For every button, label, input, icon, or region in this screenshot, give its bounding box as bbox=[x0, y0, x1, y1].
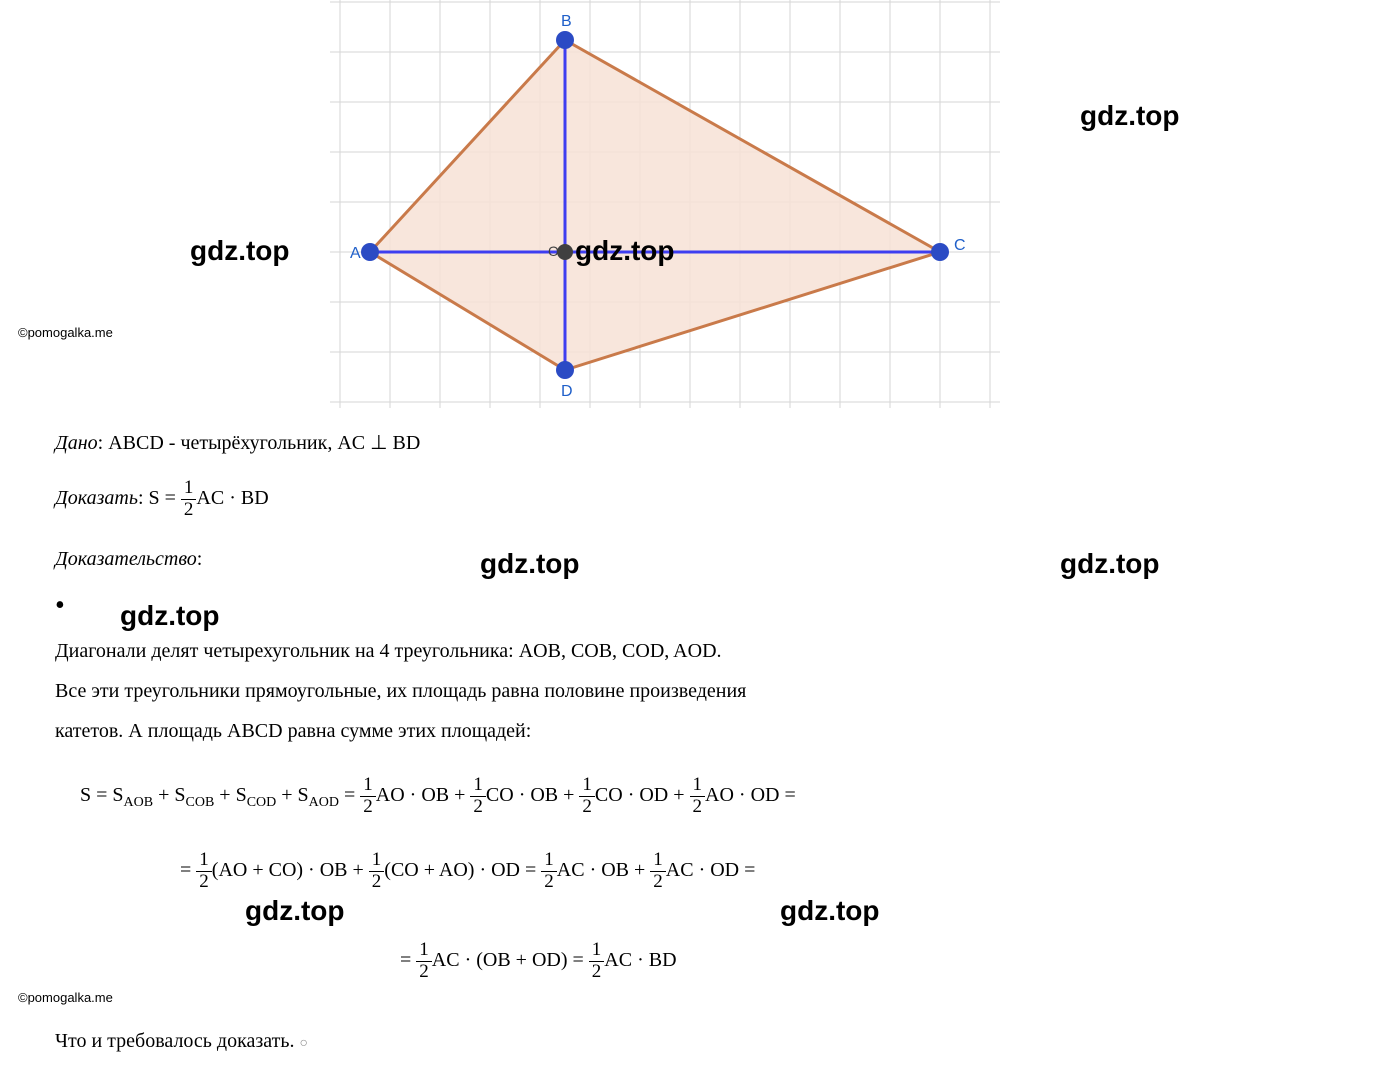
watermark-pomo-2: ©pomogalka.me bbox=[18, 990, 113, 1005]
prove-fraction: 12 bbox=[181, 478, 197, 521]
body-line-3: катетов. А площадь ABCD равна сумме этих… bbox=[55, 720, 1335, 743]
eq2-h1n: 1 bbox=[196, 850, 212, 872]
eq-h4n: 1 bbox=[690, 775, 706, 797]
watermark-gdz-5: gdz.top bbox=[1060, 548, 1160, 580]
watermark-gdz-8: gdz.top bbox=[780, 895, 880, 927]
eq2-h4d: 2 bbox=[650, 872, 666, 893]
watermark-gdz-7: gdz.top bbox=[245, 895, 345, 927]
eq2-half-3: 12 bbox=[541, 850, 557, 893]
point-o bbox=[557, 244, 573, 260]
eq-h1n: 1 bbox=[360, 775, 376, 797]
prove-frac-num: 1 bbox=[181, 478, 197, 500]
eq2-a: (AO + CO) · OB + bbox=[212, 859, 369, 881]
eq2-h3d: 2 bbox=[541, 872, 557, 893]
eq2-h1d: 2 bbox=[196, 872, 212, 893]
eq-t3: CO · OD + bbox=[595, 784, 690, 806]
proof-label-colon: : bbox=[197, 548, 203, 570]
eq-plus2: + S bbox=[214, 784, 246, 806]
diagram-svg: A B C D O bbox=[330, 0, 1000, 408]
proof-label: Доказательство bbox=[55, 548, 197, 570]
eq3-h1d: 2 bbox=[416, 962, 432, 983]
equation-line-3: = 12AC · (OB + OD) = 12AC · BD bbox=[400, 940, 677, 983]
label-a: A bbox=[350, 245, 361, 262]
prove-prefix: : S = bbox=[138, 487, 181, 509]
eq-sub-aob: AOB bbox=[124, 795, 154, 810]
page-root: A B C D O gdz.top gdz.top gdz.top ©pomog… bbox=[0, 0, 1387, 1089]
eq-sub-cod: COD bbox=[247, 795, 277, 810]
eq-sub-cob: COB bbox=[186, 795, 215, 810]
watermark-gdz-2: gdz.top bbox=[190, 235, 290, 267]
given-block: Дано: ABCD - четырёхугольник, AC ⊥ BD bbox=[55, 430, 420, 455]
qed-block: Что и требовалось доказать. ○ bbox=[55, 1030, 308, 1053]
eq3-half-2: 12 bbox=[589, 940, 605, 983]
point-c bbox=[931, 243, 949, 261]
eq-t2: CO · OB + bbox=[486, 784, 580, 806]
eq-s: S = S bbox=[80, 784, 124, 806]
eq3-h2n: 1 bbox=[589, 940, 605, 962]
qed-marker-icon: ○ bbox=[300, 1036, 308, 1051]
prove-tail: AC · BD bbox=[196, 487, 268, 509]
label-b: B bbox=[561, 13, 572, 30]
eq-t1: AO · OB + bbox=[376, 784, 471, 806]
eq3-h1n: 1 bbox=[416, 940, 432, 962]
eq3-b: AC · BD bbox=[604, 949, 676, 971]
eq2-c: AC · OB + bbox=[557, 859, 651, 881]
watermark-gdz-1: gdz.top bbox=[1080, 100, 1180, 132]
given-text: : ABCD - четырёхугольник, AC ⊥ BD bbox=[98, 432, 421, 454]
eq-h4d: 2 bbox=[690, 797, 706, 818]
watermark-gdz-3: gdz.top bbox=[575, 235, 675, 267]
prove-label: Доказать bbox=[55, 487, 138, 509]
eq-plus1: + S bbox=[153, 784, 185, 806]
eq-t4: AO · OD = bbox=[705, 784, 796, 806]
geometry-diagram: A B C D O bbox=[330, 0, 1000, 410]
label-d: D bbox=[561, 383, 573, 400]
eq3-half-1: 12 bbox=[416, 940, 432, 983]
watermark-pomo-1: ©pomogalka.me bbox=[18, 325, 113, 340]
eq-eq1: = bbox=[339, 784, 360, 806]
eq-h3n: 1 bbox=[579, 775, 595, 797]
body-line-2: Все эти треугольники прямоугольные, их п… bbox=[55, 680, 1335, 703]
eq2-h2d: 2 bbox=[369, 872, 385, 893]
eq2-h2n: 1 bbox=[369, 850, 385, 872]
eq2-b: (CO + AO) · OD = bbox=[384, 859, 541, 881]
bullet-icon: • bbox=[55, 592, 65, 620]
eq-plus3: + S bbox=[276, 784, 308, 806]
prove-frac-den: 2 bbox=[181, 500, 197, 521]
eq-half-2: 12 bbox=[470, 775, 486, 818]
eq-half-3: 12 bbox=[579, 775, 595, 818]
eq-h1d: 2 bbox=[360, 797, 376, 818]
equation-line-1: S = SAOB + SCOB + SCOD + SAOD = 12AO · O… bbox=[80, 775, 796, 818]
body-line-1: Диагонали делят четырехугольник на 4 тре… bbox=[55, 640, 1335, 663]
point-d bbox=[556, 361, 574, 379]
watermark-gdz-4: gdz.top bbox=[480, 548, 580, 580]
eq2-h4n: 1 bbox=[650, 850, 666, 872]
prove-block: Доказать: S = 12AC · BD bbox=[55, 478, 269, 521]
equation-line-2: = 12(AO + CO) · OB + 12(CO + AO) · OD = … bbox=[180, 850, 755, 893]
eq2-h3n: 1 bbox=[541, 850, 557, 872]
point-a bbox=[361, 243, 379, 261]
watermark-gdz-6: gdz.top bbox=[120, 600, 220, 632]
eq2-d: AC · OD = bbox=[666, 859, 756, 881]
label-o: O bbox=[548, 243, 559, 259]
eq-h2n: 1 bbox=[470, 775, 486, 797]
eq-h2d: 2 bbox=[470, 797, 486, 818]
qed-text: Что и требовалось доказать. bbox=[55, 1030, 300, 1052]
eq3-h2d: 2 bbox=[589, 962, 605, 983]
eq-half-1: 12 bbox=[360, 775, 376, 818]
proof-label-block: Доказательство: bbox=[55, 548, 202, 571]
eq2-half-1: 12 bbox=[196, 850, 212, 893]
point-b bbox=[556, 31, 574, 49]
eq-sub-aod: AOD bbox=[309, 795, 339, 810]
eq2-half-4: 12 bbox=[650, 850, 666, 893]
label-c: C bbox=[954, 237, 966, 254]
eq2-half-2: 12 bbox=[369, 850, 385, 893]
given-label: Дано bbox=[55, 432, 98, 454]
eq-half-4: 12 bbox=[690, 775, 706, 818]
eq-h3d: 2 bbox=[579, 797, 595, 818]
eq3-a: AC · (OB + OD) = bbox=[432, 949, 589, 971]
